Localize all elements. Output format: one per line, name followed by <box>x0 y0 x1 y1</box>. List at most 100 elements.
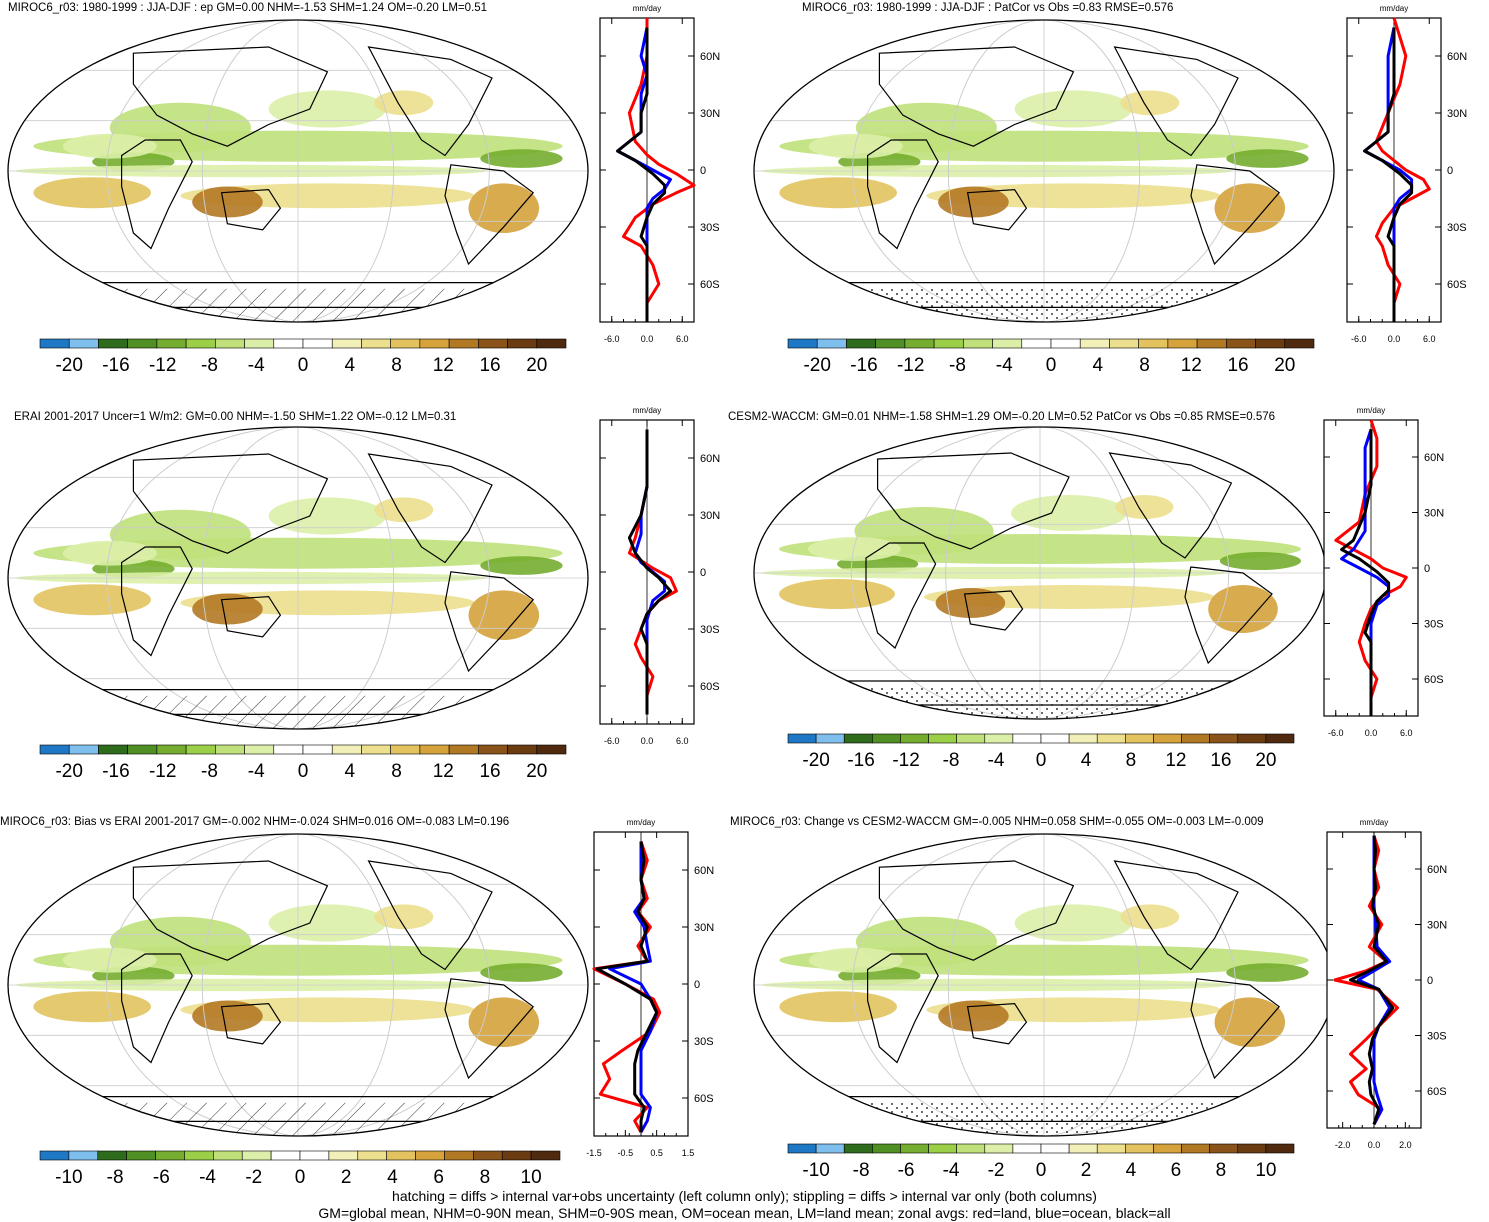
colorbar-swatch <box>956 733 986 744</box>
colorbar-swatch <box>928 1143 957 1154</box>
coastline-3 <box>1113 860 1239 971</box>
coastline-2 <box>966 188 1028 231</box>
colorbar-p1: -20 -16 -12 -8 -4 0 4 8 12 16 20 <box>39 338 567 376</box>
x-tick-label: 6.0 <box>676 736 689 746</box>
colorbar-swatch <box>39 1150 70 1161</box>
graticule-lon <box>106 834 490 1136</box>
zonal-plot-p5: mm/day 60N 30N 0 30S 60S -1.5 -0.5 0.5 1.5 <box>586 818 714 1158</box>
colorbar-swatch <box>900 733 929 744</box>
colorbar-swatch <box>302 338 333 349</box>
field-anomaly-4 <box>480 149 563 168</box>
map-border <box>7 19 589 323</box>
lat-tick-label: 0 <box>700 165 706 177</box>
colorbar-swatch <box>1021 338 1052 349</box>
colorbar-label: -10 <box>55 1167 82 1188</box>
lat-tick-label: 30N <box>694 922 714 934</box>
colorbar-swatch <box>361 338 391 349</box>
zonal-unit-label: mm/day <box>633 4 661 13</box>
colorbar-swatch <box>992 338 1023 349</box>
colorbar-label: 0 <box>1036 750 1047 771</box>
coastline-0 <box>865 542 937 649</box>
coastline-3 <box>367 46 493 157</box>
colorbar-swatch <box>872 733 901 744</box>
graticule-lon <box>852 20 1236 322</box>
colorbar-swatch <box>126 1150 156 1161</box>
colorbar-swatch <box>1181 1143 1210 1154</box>
colorbar-swatch <box>127 744 158 755</box>
field-anomaly-7 <box>468 997 540 1047</box>
zonal-plot-p3: mm/day 60N 30N 0 30S 60S -6.0 0.0 6.0 <box>599 406 720 746</box>
x-tick-label: -6.0 <box>1351 334 1367 344</box>
colorbar-label: -12 <box>149 355 176 376</box>
hatching-pattern <box>74 695 522 729</box>
coastline-4 <box>444 978 535 1080</box>
colorbar-label: 0 <box>298 761 309 782</box>
lat-tick-label: 30N <box>1447 108 1467 120</box>
coastline-1 <box>132 453 329 554</box>
zonal-plot-p1: mm/day 60N 30N 0 30S 60S -6.0 0.0 6.0 <box>599 4 720 344</box>
colorbar-swatch <box>39 744 70 755</box>
colorbar-label: -20 <box>803 355 830 376</box>
lat-tick-label: 60N <box>1424 452 1444 464</box>
panel-title-p5: MIROC6_r03: Bias vs ERAI 2001-2017 GM=-0… <box>0 816 510 828</box>
colorbar-swatch <box>875 338 906 349</box>
zonal-plot-p6: mm/day 60N 30N 0 30S 60S -2.0 0.0 2.0 <box>1326 818 1447 1150</box>
colorbar-label: 6 <box>433 1167 444 1188</box>
colorbar-swatch <box>1153 733 1182 744</box>
field-anomaly-7 <box>1214 183 1286 233</box>
colorbar-label: -2 <box>245 1167 262 1188</box>
colorbar-label: 8 <box>391 761 402 782</box>
field-anomaly-8 <box>192 1000 263 1032</box>
colorbar-swatch <box>331 744 362 755</box>
colorbar-label: -20 <box>55 355 82 376</box>
colorbar-label: 8 <box>1139 355 1150 376</box>
field-anomaly-11 <box>62 133 157 159</box>
zonal-series-line-0 <box>1333 835 1399 1125</box>
colorbar-swatch <box>787 733 817 744</box>
colorbar-label: 16 <box>479 761 500 782</box>
colorbar-swatch <box>156 338 187 349</box>
map-field <box>754 834 1334 1136</box>
lat-tick-label: 30S <box>1447 222 1467 234</box>
map-border <box>7 833 589 1137</box>
map-border <box>7 426 589 730</box>
colorbar-swatch <box>1040 733 1070 744</box>
x-tick-label: 0.0 <box>1365 728 1378 738</box>
x-tick-label: -0.5 <box>618 1148 634 1158</box>
colorbar-label: -16 <box>102 761 129 782</box>
colorbar-swatch <box>185 744 216 755</box>
colorbar-swatch <box>1096 733 1126 744</box>
field-anomaly-5 <box>779 177 897 209</box>
colorbar-swatch <box>390 338 421 349</box>
zonal-series-line-2 <box>595 841 659 1133</box>
colorbar-label: -8 <box>949 355 966 376</box>
field-anomaly-2 <box>1014 90 1133 128</box>
zonal-series-line-0 <box>1374 17 1431 322</box>
coastline-1 <box>877 452 1070 550</box>
colorbar-swatch <box>984 1143 1014 1154</box>
lat-tick-label: 60S <box>700 681 720 693</box>
colorbar-label: -16 <box>102 355 129 376</box>
colorbar-swatch <box>273 744 304 755</box>
lat-tick-label: 30N <box>1427 920 1447 932</box>
coastline-1 <box>132 860 329 961</box>
graticule-lon <box>201 427 395 729</box>
coastline-2 <box>220 1002 282 1045</box>
hatching-pattern <box>74 288 522 322</box>
field-anomaly-11 <box>808 133 903 159</box>
colorbar-swatch <box>415 1150 445 1161</box>
lat-tick-label: 0 <box>694 979 700 991</box>
lat-tick-label: 60S <box>700 279 720 291</box>
colorbar-swatch <box>68 338 99 349</box>
graticule-lon <box>947 20 1141 322</box>
stippling-pattern <box>819 687 1261 719</box>
field-anomaly-9 <box>374 497 434 523</box>
lat-tick-label: 0 <box>1427 975 1433 987</box>
panel-title-p6: MIROC6_r03: Change vs CESM2-WACCM GM=-0.… <box>730 816 1264 828</box>
colorbar-swatch <box>1109 338 1139 349</box>
graticule-lon <box>945 427 1135 719</box>
colorbar-label: -2 <box>988 1160 1005 1181</box>
colorbar-label: 12 <box>1165 750 1186 771</box>
x-tick-label: 6.0 <box>1423 334 1436 344</box>
graticule-lon <box>947 834 1141 1136</box>
